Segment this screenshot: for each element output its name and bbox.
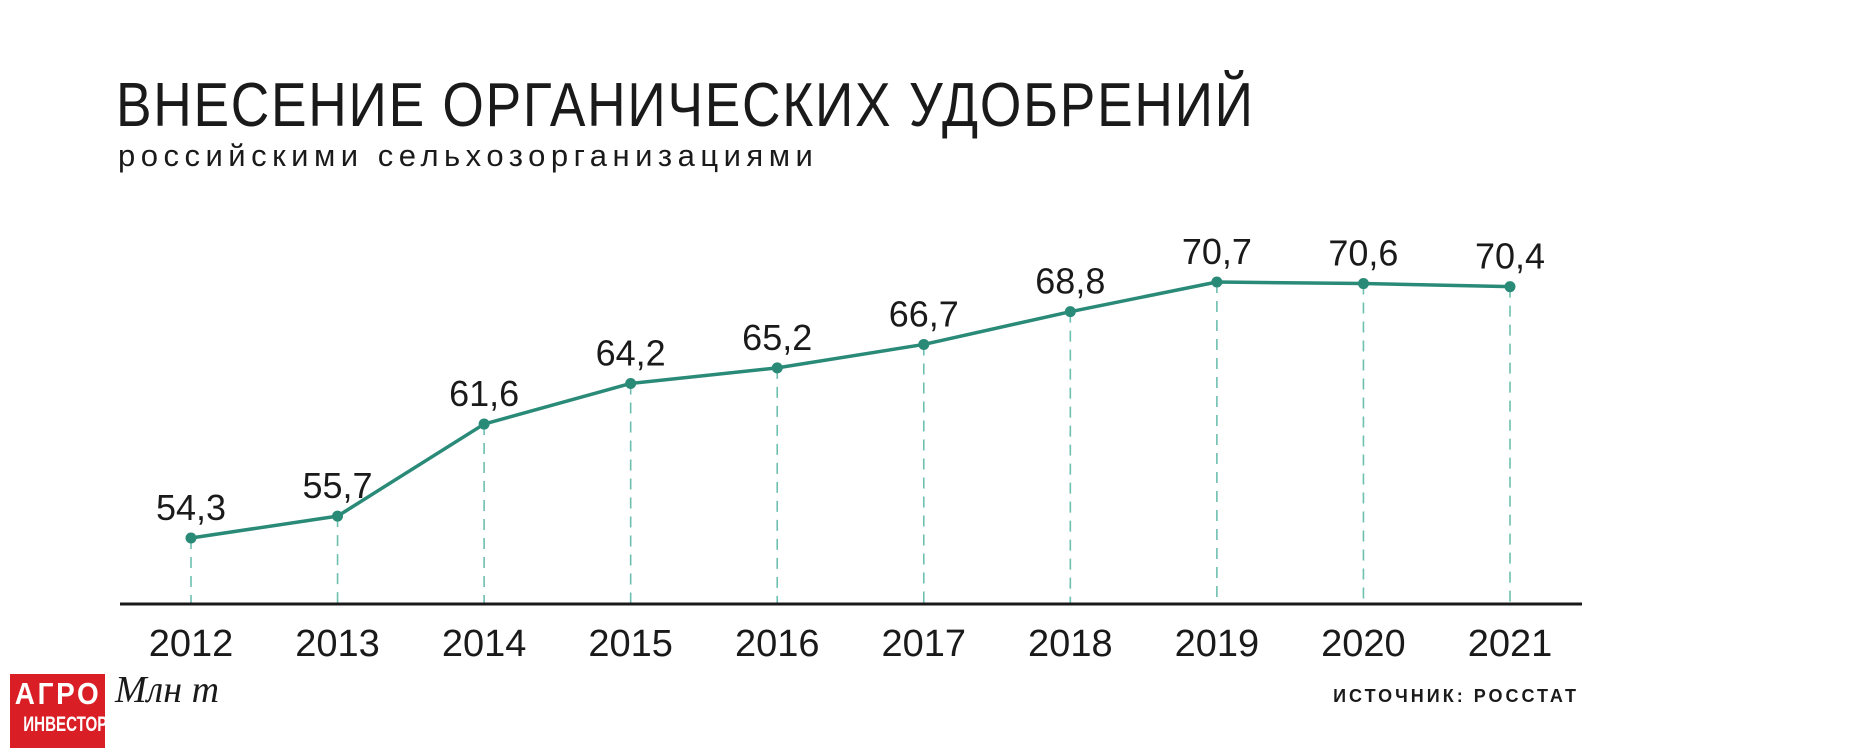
x-tick-label: 2014 bbox=[442, 623, 527, 665]
data-label: 64,2 bbox=[596, 332, 666, 373]
agroinvestor-logo: АГРО ИНВЕСТОР bbox=[10, 674, 108, 748]
data-label: 70,4 bbox=[1475, 236, 1545, 277]
x-tick-label: 2018 bbox=[1028, 623, 1113, 665]
data-point bbox=[918, 338, 930, 350]
data-points bbox=[185, 276, 1516, 544]
data-point bbox=[1357, 278, 1369, 290]
source-note: ИСТОЧНИК: РОССТАТ bbox=[1333, 686, 1579, 706]
data-point bbox=[771, 362, 783, 374]
x-tick-label: 2019 bbox=[1175, 623, 1260, 665]
data-point bbox=[185, 532, 197, 544]
x-tick-label: 2012 bbox=[149, 623, 234, 665]
logo-line-2: ИНВЕСТОР bbox=[23, 713, 108, 736]
data-label: 65,2 bbox=[742, 317, 812, 358]
x-tick-label: 2017 bbox=[882, 623, 967, 665]
data-label: 70,6 bbox=[1328, 233, 1398, 274]
chart-title: ВНЕСЕНИЕ ОРГАНИЧЕСКИХ УДОБРЕНИЙ bbox=[116, 71, 1255, 140]
x-tick-label: 2020 bbox=[1321, 623, 1406, 665]
unit-label: Млн т bbox=[115, 669, 220, 711]
data-point bbox=[478, 418, 490, 430]
data-point bbox=[1211, 276, 1223, 288]
x-tick-label: 2016 bbox=[735, 623, 820, 665]
logo-line-1: АГРО bbox=[14, 676, 102, 711]
data-label: 66,7 bbox=[889, 293, 959, 334]
series-line bbox=[190, 280, 1511, 540]
data-labels: 54,3 55,7 61,6 64,2 65,2 66,7 68,8 70,7 70,6 70,4 bbox=[156, 231, 1545, 528]
data-label: 55,7 bbox=[303, 465, 373, 506]
data-point bbox=[332, 510, 344, 522]
data-label: 54,3 bbox=[156, 487, 226, 528]
data-point bbox=[1504, 281, 1516, 293]
data-point bbox=[1064, 306, 1076, 318]
x-tick-label: 2013 bbox=[295, 623, 380, 665]
drop-lines bbox=[190, 282, 1511, 604]
x-tick-label: 2021 bbox=[1468, 623, 1553, 665]
data-label: 68,8 bbox=[1035, 261, 1105, 302]
data-label: 61,6 bbox=[449, 373, 519, 414]
x-tick-labels: 2012 2013 2014 2015 2016 2017 2018 2019 2020 2021 bbox=[149, 623, 1553, 665]
chart-subtitle: российскими сельхозорганизациями bbox=[118, 138, 819, 173]
x-tick-label: 2015 bbox=[588, 623, 673, 665]
data-label: 70,7 bbox=[1182, 231, 1252, 272]
data-point bbox=[625, 377, 637, 389]
